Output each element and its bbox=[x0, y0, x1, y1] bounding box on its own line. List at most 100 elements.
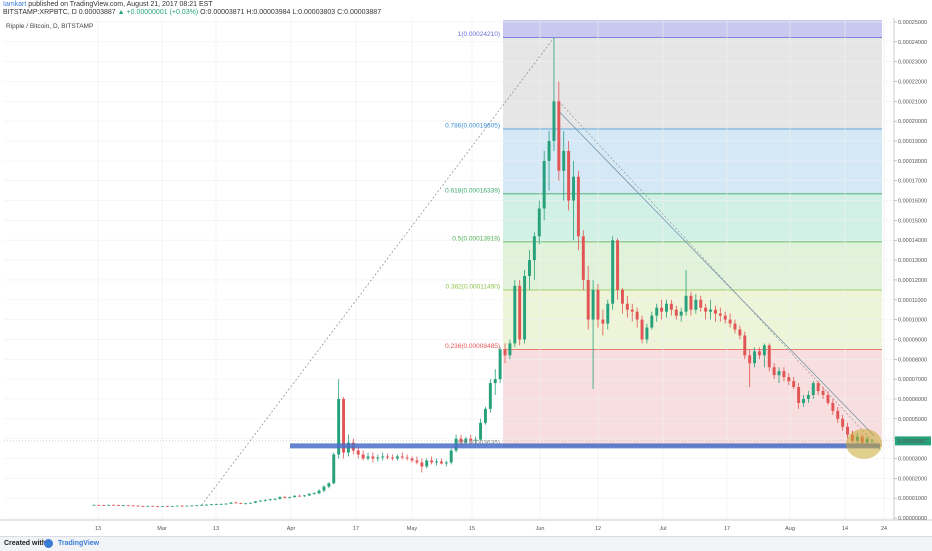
candle-body bbox=[371, 456, 375, 459]
x-tick-label: May bbox=[407, 526, 418, 532]
candle-body bbox=[718, 313, 722, 316]
x-tick-label: Apr bbox=[287, 526, 296, 532]
candle-body bbox=[156, 506, 160, 508]
candle-body bbox=[630, 309, 634, 312]
candle-body bbox=[797, 387, 801, 403]
candle-body bbox=[298, 495, 301, 497]
y-tick-label: 0.00022000 bbox=[898, 80, 927, 86]
candle-body bbox=[777, 371, 781, 376]
fib-bands bbox=[503, 20, 882, 447]
candle-body bbox=[611, 240, 615, 304]
last-price-marker: 0.00003887 bbox=[895, 436, 931, 446]
candle-body bbox=[547, 141, 551, 161]
candle-body bbox=[356, 450, 360, 455]
candle-body bbox=[116, 505, 120, 506]
publish-line: Iamkart published on TradingView.com, Au… bbox=[3, 1, 213, 9]
symbol-text: BITSTAMP:XRPBTC, D 0.00003887 bbox=[3, 9, 116, 16]
candle-body bbox=[694, 299, 698, 310]
candle-body bbox=[753, 351, 757, 364]
candle-body bbox=[322, 486, 326, 491]
y-tick-label: 0.00017000 bbox=[898, 179, 927, 185]
candle-body bbox=[102, 505, 106, 506]
candle-body bbox=[195, 505, 199, 507]
candle-body bbox=[748, 355, 752, 364]
y-tick-label: 0.00006000 bbox=[898, 397, 927, 403]
candle-body bbox=[562, 150, 566, 171]
candle-body bbox=[112, 504, 116, 506]
candle-body bbox=[410, 458, 414, 461]
candle-body bbox=[435, 461, 438, 463]
created-with-text: Created with bbox=[4, 540, 47, 547]
candle-body bbox=[337, 398, 341, 455]
candle-body bbox=[273, 498, 277, 500]
candle-body bbox=[141, 506, 145, 507]
candle-body bbox=[219, 503, 223, 505]
candle-body bbox=[709, 309, 712, 312]
author-link[interactable]: Iamkart bbox=[3, 1, 27, 8]
fib-anchor-dotted-line bbox=[201, 37, 555, 506]
candle-body bbox=[645, 327, 649, 340]
candle-body bbox=[738, 329, 742, 336]
tradingview-brand[interactable]: TradingView bbox=[58, 540, 100, 547]
candle-body bbox=[743, 335, 747, 356]
y-tick-label: 0.00013000 bbox=[898, 258, 927, 264]
candle-body bbox=[190, 505, 194, 507]
y-tick-label: 0.00000000 bbox=[898, 516, 927, 522]
candle-body bbox=[170, 506, 174, 507]
candle-body bbox=[405, 457, 409, 459]
y-tick-label: 0.00005000 bbox=[898, 417, 927, 423]
y-tick-label: 0.00011000 bbox=[898, 298, 927, 304]
candle-body bbox=[806, 394, 810, 399]
candle-body bbox=[684, 295, 688, 312]
candle-body bbox=[733, 323, 737, 330]
candle-body bbox=[288, 496, 292, 498]
candle-body bbox=[307, 493, 311, 496]
y-tick-label: 0.00020000 bbox=[898, 119, 927, 125]
y-tick-label: 0.00008000 bbox=[898, 357, 927, 363]
candle-body bbox=[513, 285, 517, 344]
candle-body bbox=[537, 208, 541, 237]
candle-body bbox=[151, 505, 155, 507]
last-price-badge bbox=[895, 436, 931, 446]
fib-band bbox=[503, 20, 882, 38]
candle-body bbox=[508, 343, 512, 356]
candle-body bbox=[606, 303, 610, 324]
x-tick-label: 14 bbox=[842, 526, 848, 532]
last-price-label: 0.00003887 bbox=[898, 439, 927, 445]
candle-body bbox=[576, 176, 580, 237]
fib-band bbox=[503, 241, 882, 291]
candle-body bbox=[175, 505, 179, 507]
candle-body bbox=[699, 299, 703, 308]
footer-bar: Created with TradingView bbox=[0, 536, 932, 551]
x-tick-label: Aug bbox=[785, 526, 795, 532]
candle-body bbox=[464, 438, 468, 443]
x-tick-label: Jul bbox=[659, 526, 666, 532]
candle-body bbox=[532, 236, 536, 261]
candle-body bbox=[679, 311, 683, 316]
candle-body bbox=[234, 502, 238, 504]
price-chart[interactable]: Ripple / Bitcoin, D, BITSTAMP 1(0.000242… bbox=[0, 18, 932, 536]
candle-body bbox=[214, 504, 218, 505]
candle-body bbox=[244, 503, 248, 505]
x-tick-label: 12 bbox=[595, 526, 601, 532]
candle-body bbox=[767, 345, 771, 368]
y-tick-label: 0.00012000 bbox=[898, 278, 927, 284]
candle-body bbox=[635, 311, 639, 320]
tradingview-logo-icon bbox=[44, 539, 53, 548]
candle-body bbox=[254, 501, 257, 503]
candle-body bbox=[205, 504, 209, 506]
highlight-circle bbox=[846, 428, 882, 459]
candle-body bbox=[655, 307, 659, 316]
candle-body bbox=[772, 367, 776, 376]
candle-body bbox=[836, 410, 840, 419]
candle-body bbox=[846, 426, 850, 435]
y-tick-label: 0.00018000 bbox=[898, 159, 927, 165]
candle-body bbox=[674, 309, 678, 316]
fib-level-label: 0.236(0.00008485) bbox=[445, 343, 500, 350]
x-tick-label: 24 bbox=[881, 526, 887, 532]
x-tick-label: Mar bbox=[157, 526, 167, 532]
fib-level-label: 1(0.00024210) bbox=[458, 31, 500, 38]
publish-text: published on TradingView.com, August 21,… bbox=[26, 1, 213, 8]
candle-body bbox=[92, 504, 96, 506]
y-tick-label: 0.00010000 bbox=[898, 318, 927, 324]
